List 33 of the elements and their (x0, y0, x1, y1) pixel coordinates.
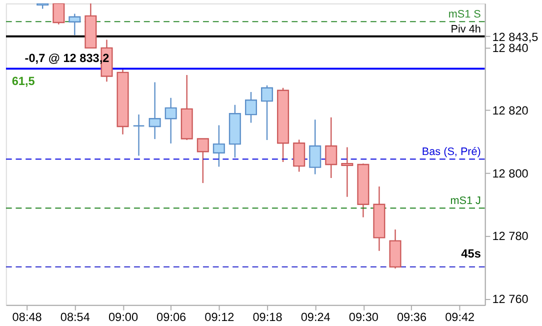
y-tick-label: 12 760 (492, 292, 529, 306)
ref-line-label: mS1 S (448, 8, 481, 21)
annotation: 45s (461, 246, 482, 261)
candlestick (196, 138, 209, 184)
ref-line-label: Piv 4h (450, 23, 481, 36)
candlestick (212, 124, 225, 168)
candlestick (52, 3, 65, 26)
y-tick-label: 12 780 (492, 229, 529, 244)
x-tick-label: 09:30 (348, 310, 379, 324)
ref-line-label: Bas (S, Pré) (422, 146, 481, 158)
candlestick (309, 118, 322, 175)
candlestick (148, 82, 161, 140)
x-tick-label: 08:48 (12, 310, 42, 324)
candlestick (244, 91, 258, 124)
x-tick-label: 09:36 (396, 310, 427, 324)
y-tick-label: 12 800 (492, 166, 529, 180)
candlestick (341, 146, 354, 198)
x-tick-label: 08:54 (60, 310, 90, 324)
candlestick (132, 114, 145, 156)
x-tick-label: 09:12 (204, 310, 234, 324)
candlestick (261, 84, 274, 141)
candlestick (325, 116, 338, 179)
ref-line-label: mS1 J (450, 195, 481, 208)
x-tick-label: 09:06 (156, 310, 187, 324)
candlestick (293, 139, 306, 172)
x-tick-label: 09:00 (108, 310, 138, 324)
y-tick-label: 12 820 (492, 104, 529, 118)
annotation: 61,5 (12, 74, 36, 88)
x-tick-label: 09:42 (445, 310, 475, 324)
x-tick-label: 09:18 (252, 310, 283, 324)
candlestick (164, 97, 177, 144)
candlestick (68, 13, 81, 36)
x-tick-label: 09:24 (300, 310, 331, 324)
